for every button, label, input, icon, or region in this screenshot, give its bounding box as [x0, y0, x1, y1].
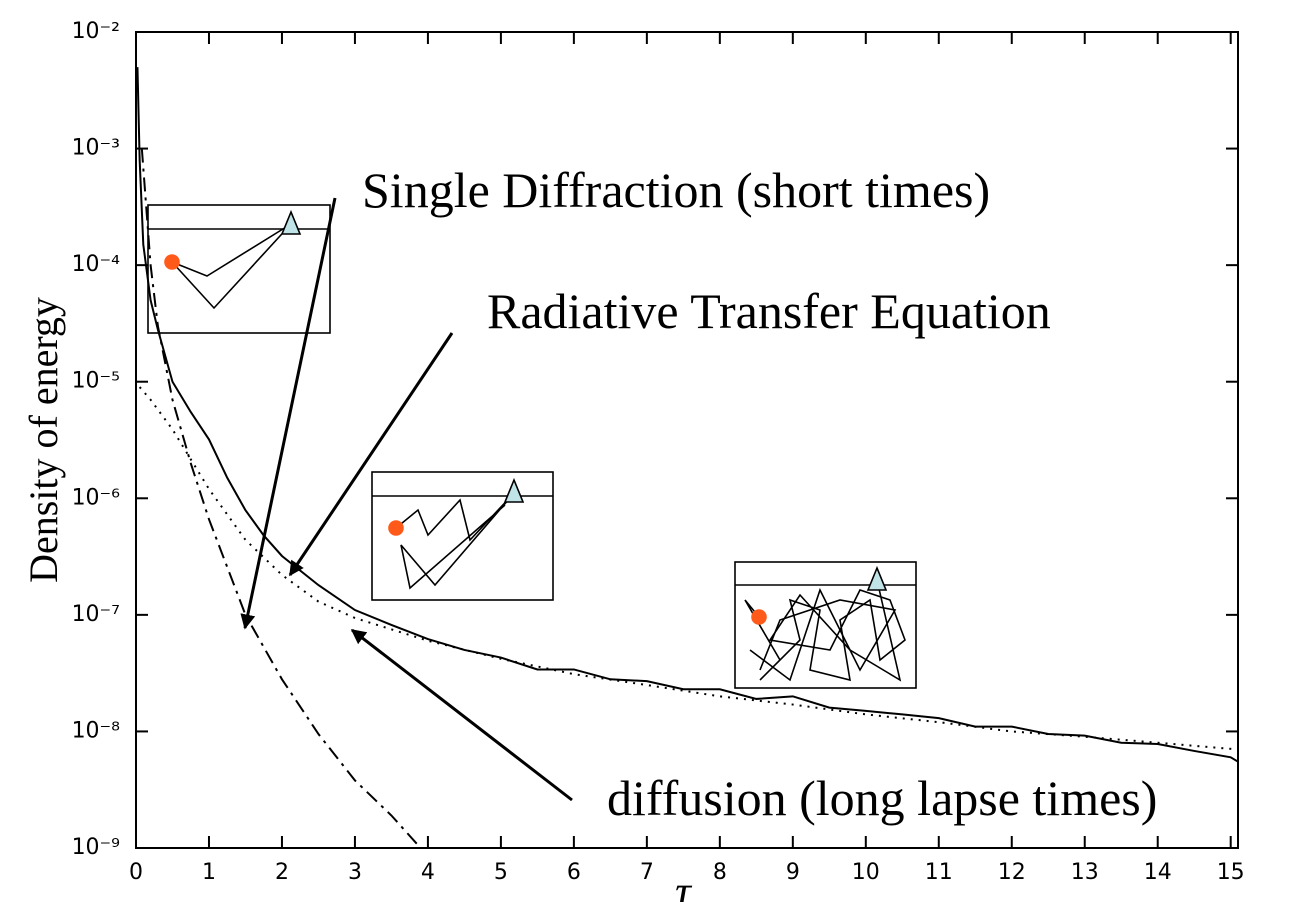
arrows [240, 197, 573, 802]
y-tick-label: 10⁻⁴ [72, 252, 121, 277]
x-tick-label: 11 [925, 860, 953, 885]
x-tick-label: 0 [129, 860, 143, 885]
y-tick-label: 10⁻⁹ [72, 835, 120, 860]
x-tick-label: 12 [998, 860, 1026, 885]
line [138, 386, 1239, 751]
x-tick-label: 7 [640, 860, 654, 885]
x-tick-label: 9 [786, 860, 800, 885]
x-tick-label: 15 [1217, 860, 1245, 885]
y-tick-label: 10⁻⁷ [72, 602, 120, 627]
inset-rte [371, 471, 554, 601]
annotation: Radiative Transfer Equation [487, 283, 1051, 339]
x-tick-label: 13 [1071, 860, 1099, 885]
annotation: Single Diffraction (short times) [362, 162, 990, 218]
y-tick-label: 10⁻² [72, 19, 120, 44]
y-tick-label: 10⁻⁵ [72, 369, 120, 394]
plot-frame [135, 31, 1239, 849]
x-tick-label: 6 [567, 860, 581, 885]
x-tick-label: 1 [202, 860, 216, 885]
x-tick-label: 4 [421, 860, 435, 885]
x-tick-label: 2 [275, 860, 289, 885]
inset-diffusion [734, 561, 917, 689]
x-tick-label: 3 [348, 860, 362, 885]
annotation: diffusion (long lapse times) [607, 770, 1157, 826]
x-tick-label: 14 [1144, 860, 1172, 885]
x-tick-label: 10 [852, 860, 880, 885]
line [140, 148, 422, 849]
x-tick-label: 8 [713, 860, 727, 885]
inset-single [147, 204, 331, 334]
y-tick-label: 10⁻⁸ [72, 718, 121, 743]
line [136, 67, 1239, 763]
y-tick-label: 10⁻⁶ [72, 485, 121, 510]
y-axis-label: Density of energy [21, 297, 66, 583]
x-tick-label: 5 [494, 860, 508, 885]
y-tick-label: 10⁻³ [72, 136, 120, 161]
x-axis-label: τ [675, 867, 693, 902]
